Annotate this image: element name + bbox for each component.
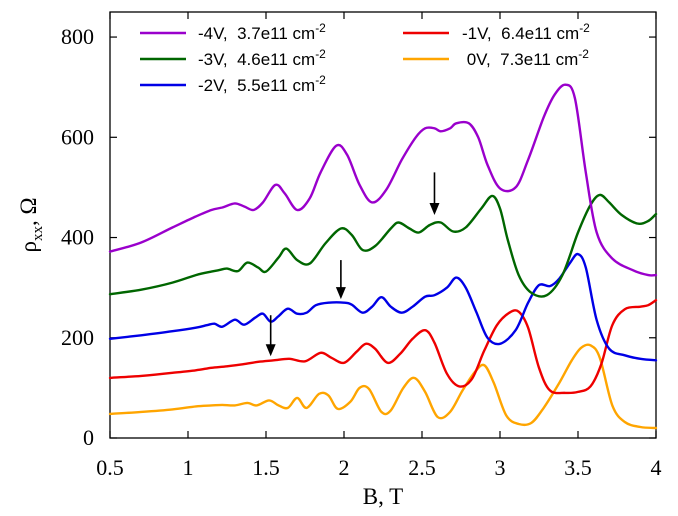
y-tick-label: 600 (61, 124, 94, 149)
y-tick-label: 200 (61, 325, 94, 350)
annotation-arrow-head (335, 287, 346, 300)
y-axis-title: ρxx, Ω (16, 197, 46, 252)
series-line-2 (108, 252, 658, 362)
legend-label-0: -4V, 3.7e11 cm-2 (198, 21, 326, 43)
y-axis-symbol: ρ (16, 241, 41, 252)
annotation-arrow-head (265, 344, 276, 357)
x-tick-label: 0.5 (96, 455, 124, 480)
x-tick-label: 3 (495, 455, 506, 480)
legend-label-3: -1V, 6.4e11 cm-2 (462, 21, 590, 43)
y-tick-label: 0 (83, 425, 94, 450)
annotation-arrows (265, 172, 440, 357)
y-tick-label: 800 (61, 24, 94, 49)
legend: -4V, 3.7e11 cm-2 -3V, 4.6e11 cm-2 -2V, 5.5… (140, 21, 590, 95)
legend-label-4: 0V, 7.3e11 cm-2 (462, 47, 589, 69)
axis-ticks: 0.5 1 1.5 2 2.5 3 3.5 4 0 200 400 600 800 (61, 12, 662, 480)
y-axis-unit: , Ω (16, 197, 41, 226)
x-axis-title: B, T (363, 484, 403, 509)
x-tick-label: 3.5 (564, 455, 592, 480)
x-tick-label: 1 (183, 455, 194, 480)
annotation-arrow-head (429, 202, 440, 215)
series-line-1 (108, 193, 658, 298)
legend-label-1: -3V, 4.6e11 cm-2 (198, 47, 326, 69)
plot-frame (109, 11, 657, 439)
x-tick-label: 1.5 (252, 455, 280, 480)
series-layer (108, 83, 658, 430)
y-tick-label: 400 (61, 225, 94, 250)
x-tick-label: 2.5 (408, 455, 436, 480)
y-axis-subscript: xx (30, 226, 46, 242)
legend-label-2: -2V, 5.5e11 cm-2 (198, 73, 326, 95)
x-tick-label: 4 (651, 455, 662, 480)
series-line-3 (108, 299, 658, 395)
x-tick-label: 2 (339, 455, 350, 480)
series-line-0 (108, 83, 658, 277)
series-line-4 (108, 343, 658, 430)
